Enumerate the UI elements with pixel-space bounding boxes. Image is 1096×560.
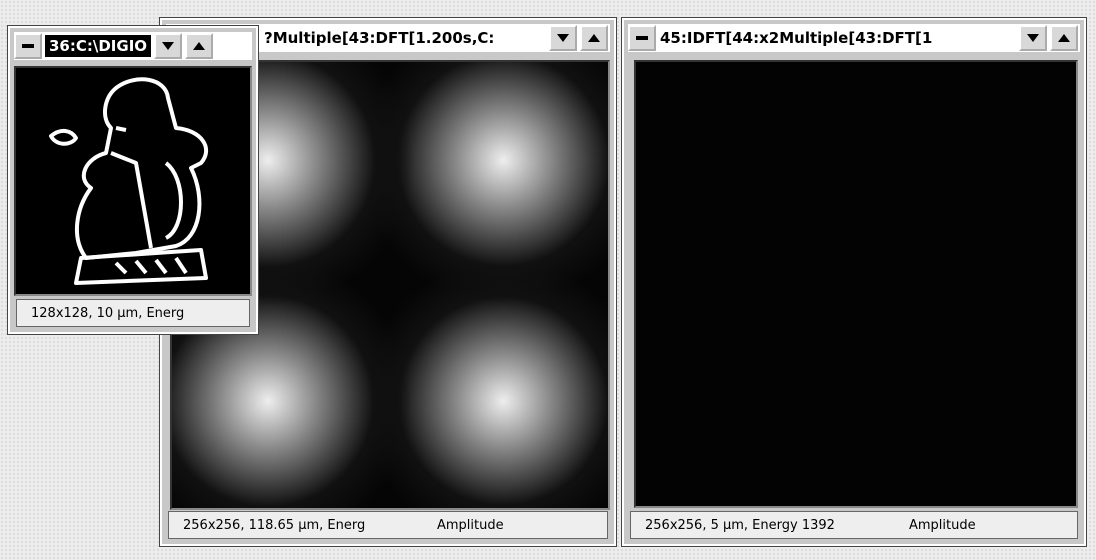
source-window[interactable]: 36:C:\DIGIO 128x128, 10 µm, Energ	[8, 26, 258, 334]
maximize-button[interactable]	[580, 25, 608, 51]
title-bar[interactable]: 36:C:\DIGIO	[14, 32, 252, 60]
status-bar: 256x256, 118.65 µm, Energ Amplitude	[168, 511, 608, 539]
source-image	[14, 66, 252, 296]
status-info: 128x128, 10 µm, Energ	[17, 306, 184, 321]
status-info: 256x256, 5 µm, Energy 1392	[631, 518, 895, 533]
title-bar[interactable]: 45:IDFT[44:x2Multiple[43:DFT[1	[628, 24, 1080, 52]
maximize-button[interactable]	[185, 33, 213, 59]
status-bar: 256x256, 5 µm, Energy 1392 Amplitude	[630, 511, 1078, 539]
maximize-button[interactable]	[1050, 25, 1078, 51]
minimize-button[interactable]	[154, 33, 182, 59]
minimize-button[interactable]	[1019, 25, 1047, 51]
window-title: 36:C:\DIGIO	[45, 35, 151, 57]
desktop: ?Multiple[43:DFT[1.200s,C: 256x256, 118.…	[0, 0, 1096, 560]
status-mode: Amplitude	[895, 518, 976, 533]
minimize-button[interactable]	[549, 25, 577, 51]
idft-window[interactable]: 45:IDFT[44:x2Multiple[43:DFT[1 256x256, …	[622, 18, 1086, 546]
status-info: 256x256, 118.65 µm, Energ	[169, 518, 423, 533]
status-bar: 128x128, 10 µm, Energ	[16, 299, 250, 327]
system-menu-button[interactable]	[14, 33, 42, 59]
window-title: 45:IDFT[44:x2Multiple[43:DFT[1	[656, 29, 1016, 47]
figure-sketch	[16, 68, 250, 294]
system-menu-button[interactable]	[628, 25, 656, 51]
status-mode: Amplitude	[423, 518, 504, 533]
result-image	[634, 60, 1078, 508]
